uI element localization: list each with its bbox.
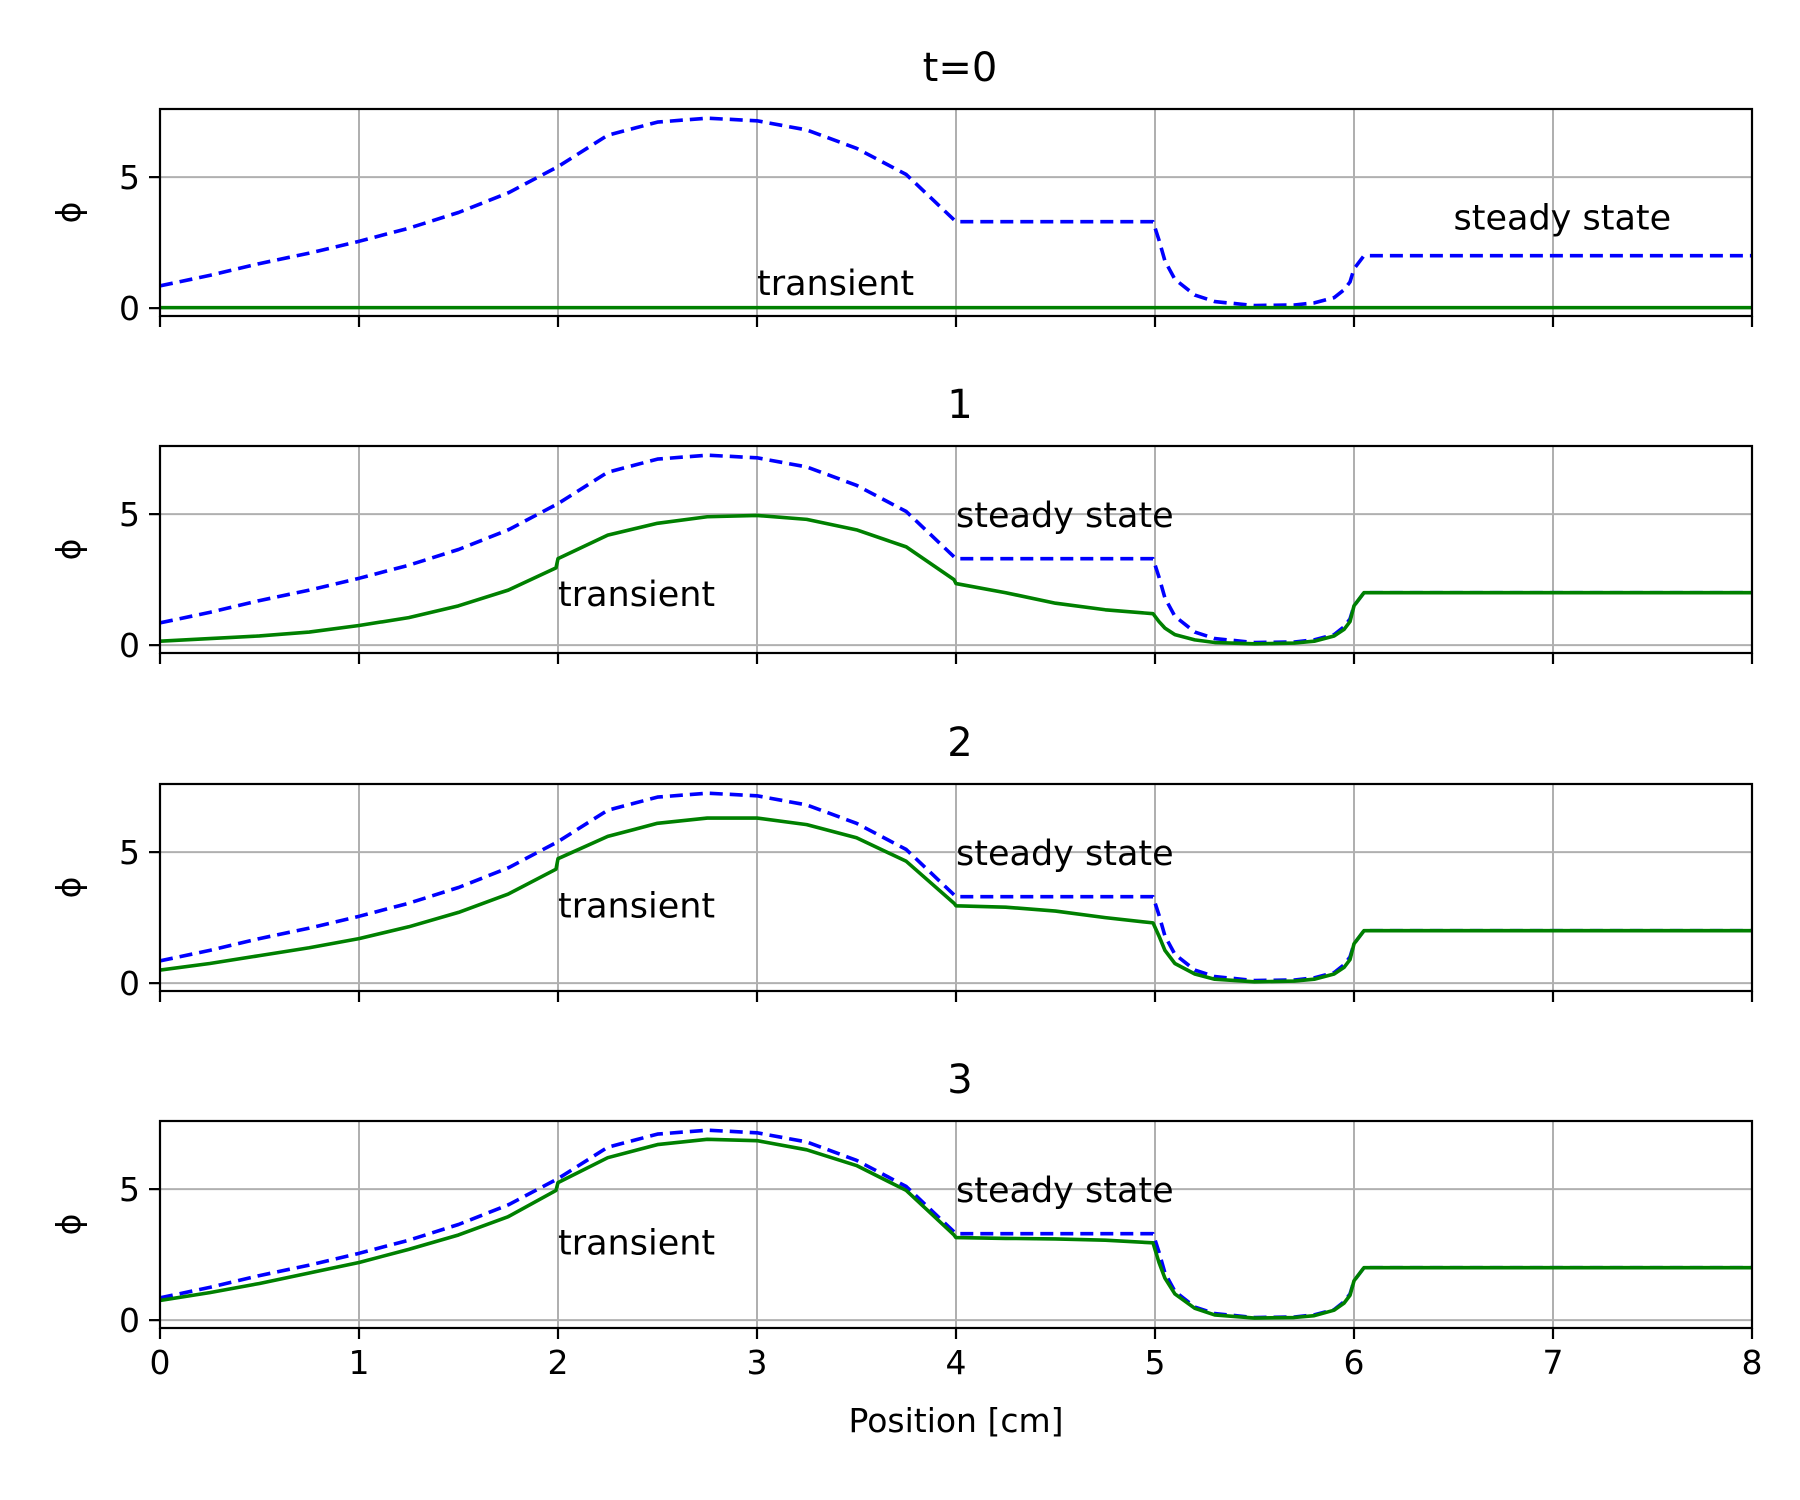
panel-title: 2 (947, 720, 972, 766)
x-tick-label: 5 (1145, 1343, 1166, 1382)
x-tick-label: 7 (1543, 1343, 1564, 1382)
x-tick-label: 3 (747, 1343, 768, 1382)
panel-title: t=0 (923, 45, 998, 91)
x-tick-label: 1 (349, 1343, 370, 1382)
y-tick-label: 5 (119, 158, 140, 197)
y-tick-label: 5 (119, 1170, 140, 1209)
annotation-label: steady state (956, 834, 1174, 874)
annotation-label: steady state (956, 496, 1174, 536)
annotation-label: transient (558, 575, 715, 615)
annotation-label: steady state (1454, 199, 1672, 239)
annotation-label: transient (558, 887, 715, 927)
x-axis-label: Position [cm] (848, 1401, 1063, 1440)
y-axis-label: ϕ (49, 202, 88, 224)
panel-3: 3 0 1 2 3 4 5 6 7 8 0 5 ϕ steady state transient Positi… (49, 1057, 1763, 1440)
panel-0: t=0 0 5 ϕ steady state transient (49, 45, 1754, 328)
y-tick-label: 0 (119, 1301, 140, 1340)
panel-title: 3 (947, 1057, 972, 1103)
x-tick-label: 2 (548, 1343, 569, 1382)
y-tick-label: 0 (119, 626, 140, 665)
annotation-label: transient (558, 1224, 715, 1264)
panel-2: 2 0 5 ϕ steady state transient (49, 720, 1754, 1003)
annotation-label: transient (757, 264, 914, 304)
y-tick-label: 5 (119, 495, 140, 534)
y-axis-label: ϕ (49, 1214, 88, 1236)
annotation-label: steady state (956, 1171, 1174, 1211)
panel-1: 1 0 5 ϕ steady state transient (49, 382, 1754, 665)
y-tick-label: 0 (119, 964, 140, 1003)
y-tick-label: 5 (119, 833, 140, 872)
x-tick-label: 4 (946, 1343, 967, 1382)
series-line-transient (160, 513, 1752, 646)
series-line-transient (160, 816, 1752, 984)
y-axis-label: ϕ (49, 877, 88, 899)
y-tick-label: 0 (119, 289, 140, 328)
series-line-transient (160, 1137, 1752, 1320)
y-axis-label: ϕ (49, 539, 88, 561)
panel-title: 1 (947, 382, 972, 428)
series-line-steady (160, 116, 1752, 308)
x-tick-label: 0 (150, 1343, 171, 1382)
x-tick-label: 6 (1344, 1343, 1365, 1382)
x-tick-label: 8 (1742, 1343, 1763, 1382)
